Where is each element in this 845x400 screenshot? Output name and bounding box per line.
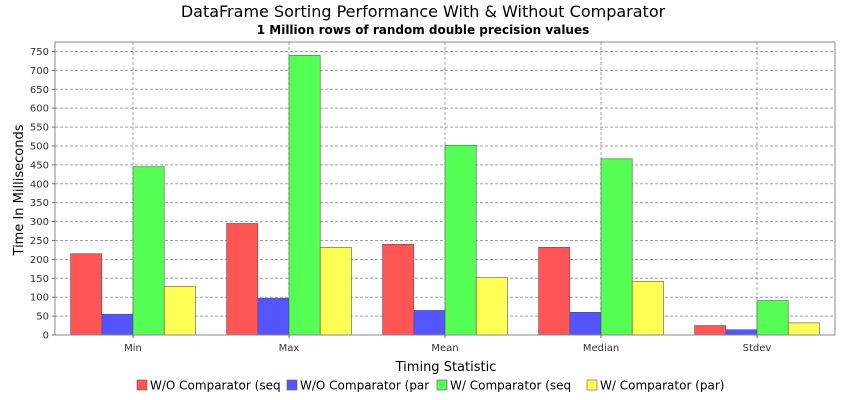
y-tick-label: 550 bbox=[30, 123, 49, 134]
bar-stdev-series-4 bbox=[787, 322, 820, 336]
legend-swatch-series-2 bbox=[286, 379, 298, 391]
bar-max-series-4 bbox=[319, 246, 352, 336]
bar-median-series-3 bbox=[600, 158, 633, 336]
y-tick-label: 100 bbox=[30, 293, 49, 304]
chart-title: DataFrame Sorting Performance With & Wit… bbox=[181, 2, 666, 21]
y-tick-label: 350 bbox=[30, 198, 49, 209]
bar-stdev-series-2 bbox=[725, 329, 758, 336]
y-axis-label: Time In Milliseconds bbox=[12, 124, 27, 256]
y-tick-label: 500 bbox=[30, 141, 49, 152]
bar-mean-series-2 bbox=[413, 310, 446, 336]
y-tick-label: 600 bbox=[30, 104, 49, 115]
bar-max-series-1 bbox=[226, 223, 259, 336]
legend-swatch-series-3 bbox=[436, 379, 448, 391]
y-tick-label: 200 bbox=[30, 255, 49, 266]
bar-stdev-series-1 bbox=[694, 325, 727, 336]
bar-stdev-series-3 bbox=[756, 300, 789, 336]
y-tick-label: 50 bbox=[36, 312, 49, 323]
y-tick-label: 700 bbox=[30, 66, 49, 77]
y-tick-label: 300 bbox=[30, 217, 49, 228]
chart-subtitle: 1 Million rows of random double precisio… bbox=[257, 23, 590, 37]
legend-label-series-2: W/O Comparator (par bbox=[300, 379, 429, 393]
x-axis-label: Timing Statistic bbox=[395, 360, 497, 375]
x-tick-label-stdev: Stdev bbox=[743, 343, 772, 354]
bar-mean-series-4 bbox=[475, 277, 508, 336]
y-tick-label: 650 bbox=[30, 85, 49, 96]
legend-label-series-1: W/O Comparator (seq bbox=[150, 379, 281, 393]
y-tick-label: 150 bbox=[30, 274, 49, 285]
y-tick-label: 450 bbox=[30, 160, 49, 171]
legend-swatch-series-1 bbox=[136, 379, 148, 391]
bar-max-series-3 bbox=[288, 54, 321, 336]
y-tick-label: 750 bbox=[30, 47, 49, 58]
legend-label-series-4: W/ Comparator (par) bbox=[600, 379, 724, 393]
bar-median-series-4 bbox=[631, 281, 664, 336]
bar-min-series-3 bbox=[132, 166, 165, 336]
bar-mean-series-1 bbox=[382, 243, 415, 336]
bar-min-series-1 bbox=[70, 253, 103, 336]
plot-area: 0 50 100 150 200 250 300 350 400 450 500 550 600 650 7… bbox=[30, 41, 836, 354]
bar-min-series-4 bbox=[163, 286, 196, 336]
legend-swatch-series-4 bbox=[586, 379, 598, 391]
x-tick-label-median: Median bbox=[583, 343, 619, 354]
y-tick-label: 0 bbox=[43, 331, 49, 342]
bar-median-series-2 bbox=[569, 312, 602, 336]
x-tick-label-min: Min bbox=[124, 343, 142, 354]
x-tick-label-mean: Mean bbox=[431, 343, 458, 354]
y-tick-label: 400 bbox=[30, 179, 49, 190]
bar-median-series-1 bbox=[538, 246, 571, 336]
x-tick-label-max: Max bbox=[279, 343, 300, 354]
bar-mean-series-3 bbox=[444, 144, 477, 336]
y-tick-label: 250 bbox=[30, 236, 49, 247]
bar-min-series-2 bbox=[101, 313, 134, 336]
legend-label-series-3: W/ Comparator (seq bbox=[450, 379, 571, 393]
legend: W/O Comparator (seq W/O Comparator (par W/… bbox=[136, 379, 724, 393]
bar-max-series-2 bbox=[257, 298, 290, 336]
